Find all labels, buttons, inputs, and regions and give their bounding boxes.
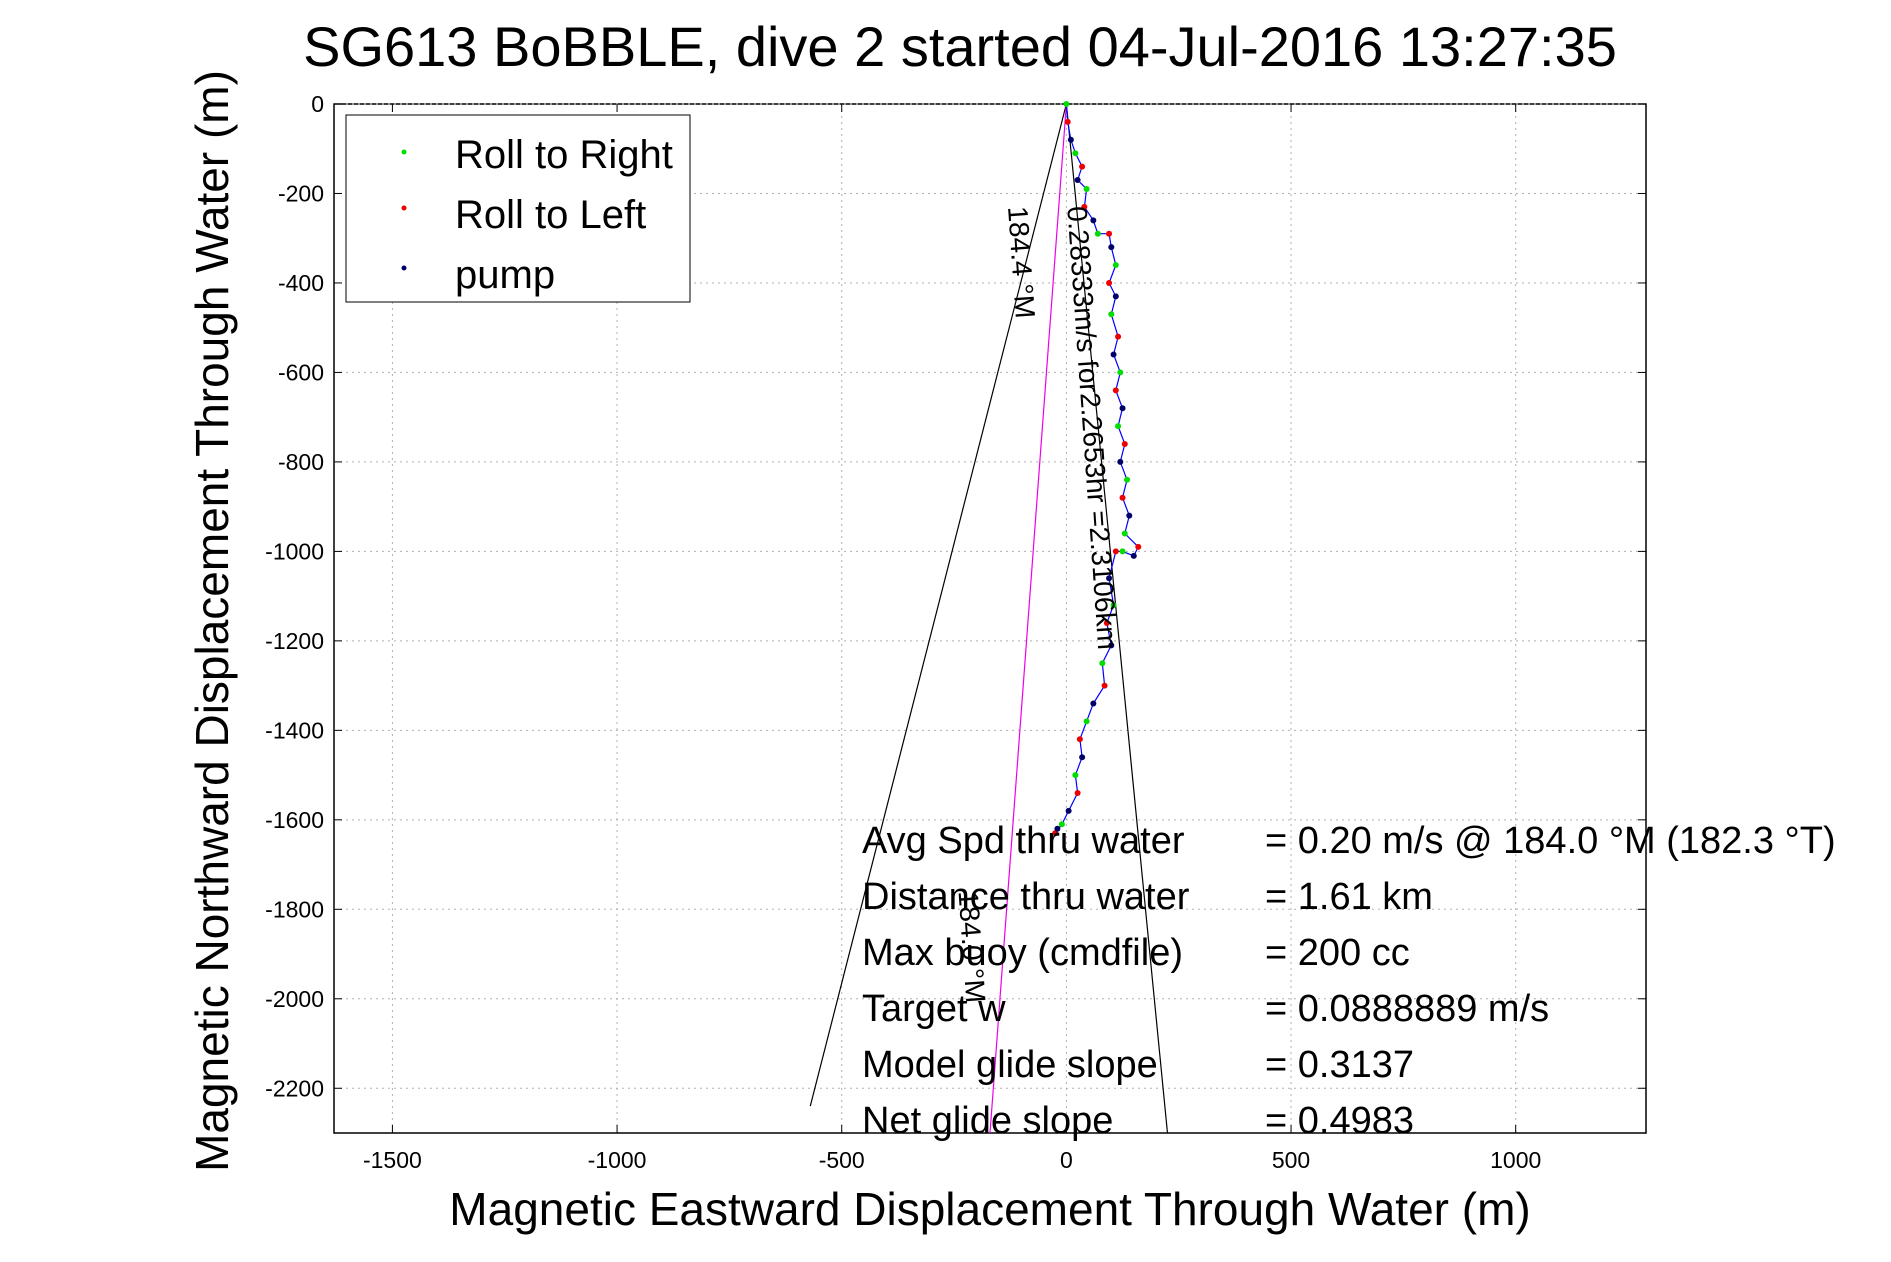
annotation-label: Target w — [862, 988, 1006, 1030]
track-point-roll-left — [1081, 203, 1088, 210]
legend-label-roll-left: Roll to Left — [455, 193, 646, 237]
annotation-label: Avg Spd thru water — [862, 820, 1185, 862]
track-point-pump — [1110, 351, 1117, 358]
chart-title: SG613 BoBBLE, dive 2 started 04-Jul-2016… — [303, 15, 1617, 78]
track-point-roll-right — [1124, 476, 1131, 483]
annotation-value: = 0.0888889 m/s — [1265, 988, 1549, 1030]
track-point-pump — [1117, 458, 1124, 465]
track-point-roll-left — [1101, 682, 1108, 689]
track-point-roll-right — [1119, 548, 1126, 555]
x-axis-label: Magnetic Eastward Displacement Through W… — [449, 1183, 1530, 1235]
track-point-roll-right — [1115, 423, 1122, 430]
legend: Roll to Right Roll to Left pump — [345, 114, 691, 303]
legend-marker-pump — [401, 265, 407, 271]
annotation-label: Model glide slope — [862, 1044, 1158, 1086]
y-tick-label: 0 — [311, 91, 324, 117]
annotations: Avg Spd thru water = 0.20 m/s @ 184.0 °M … — [862, 820, 1836, 1142]
track-point-roll-left — [1115, 333, 1122, 340]
track-point-roll-left — [1052, 830, 1059, 837]
track-point-pump — [1130, 552, 1137, 559]
track-point-roll-right — [1117, 369, 1124, 376]
track-point-roll-left — [1121, 441, 1128, 448]
track-point-roll-left — [1074, 789, 1081, 796]
track-point-roll-right — [1063, 101, 1070, 107]
annotation-label: Distance thru water — [862, 876, 1190, 918]
annotation-value: = 0.4983 — [1265, 1100, 1414, 1142]
annotation-label: Max buoy (cmdfile) — [862, 932, 1183, 974]
track-point-roll-left — [1112, 387, 1119, 394]
reference-lines — [809, 103, 1169, 1134]
track-point-pump — [1090, 217, 1097, 224]
track-point-roll-right — [1072, 150, 1079, 157]
track-point-roll-left — [1064, 118, 1071, 125]
track-point-pump — [1126, 512, 1133, 519]
reference-line — [1065, 103, 1169, 1134]
track-point-roll-right — [1094, 230, 1101, 237]
x-tick-label: 0 — [1060, 1147, 1073, 1173]
annotation-value: = 0.3137 — [1265, 1044, 1414, 1086]
track-point-pump — [1106, 575, 1113, 582]
track-point-roll-left — [1112, 548, 1119, 555]
track-point-pump — [1108, 244, 1115, 251]
x-axis-ticks: -1500 -1000 -500 0 500 1000 — [363, 104, 1541, 1173]
track-point-roll-right — [1112, 262, 1119, 269]
track-point-roll-left — [1106, 279, 1113, 286]
track-point-roll-right — [1072, 772, 1079, 779]
y-tick-label: -1000 — [265, 538, 324, 564]
track-point-roll-right — [1083, 718, 1090, 725]
legend-marker-roll-right — [401, 149, 407, 155]
y-tick-label: -2200 — [265, 1075, 324, 1101]
track-point-roll-right — [1083, 186, 1090, 193]
track-point-roll-right — [1108, 311, 1115, 318]
y-tick-label: -400 — [278, 270, 324, 296]
track-point-roll-left — [1079, 163, 1086, 170]
track-point-pump — [1119, 405, 1126, 412]
y-axis-label: Magnetic Northward Displacement Through … — [186, 70, 238, 1172]
track-point-roll-left — [1135, 543, 1142, 550]
track-point-pump — [1065, 807, 1072, 814]
track-point-pump — [1074, 177, 1081, 184]
track-point-roll-left — [1076, 736, 1083, 743]
track-point-roll-left — [1106, 230, 1113, 237]
track-point-roll-right — [1121, 530, 1128, 537]
y-axis-ticks: 0 -200 -400 -600 -800 -1000 -1200 -1400 -1600 -18… — [265, 91, 1646, 1101]
legend-label-pump: pump — [455, 253, 555, 297]
annotation-label: Net glide slope — [862, 1100, 1113, 1142]
glider-track — [1052, 101, 1142, 837]
reference-line — [809, 103, 1067, 1107]
y-tick-label: -800 — [278, 449, 324, 475]
track-point-roll-left — [1103, 619, 1110, 626]
legend-marker-roll-left — [401, 205, 407, 211]
x-tick-label: -1500 — [363, 1147, 422, 1173]
x-tick-label: 500 — [1272, 1147, 1310, 1173]
legend-label-roll-right: Roll to Right — [455, 133, 673, 177]
y-tick-label: -200 — [278, 180, 324, 206]
y-tick-label: -1200 — [265, 628, 324, 654]
track-point-roll-left — [1119, 494, 1126, 501]
track-point-roll-right — [1058, 821, 1065, 828]
y-tick-label: -1400 — [265, 717, 324, 743]
reference-line — [989, 103, 1067, 1134]
y-tick-label: -2000 — [265, 986, 324, 1012]
annotation-value: = 0.20 m/s @ 184.0 °M (182.3 °T) — [1265, 820, 1836, 862]
track-point-roll-right — [1110, 602, 1117, 609]
x-tick-label: -1000 — [588, 1147, 647, 1173]
track-point-pump — [1108, 642, 1115, 649]
track-point-pump — [1067, 136, 1074, 143]
annotation-value: = 1.61 km — [1265, 876, 1433, 918]
x-tick-label: 1000 — [1490, 1147, 1541, 1173]
track-point-pump — [1112, 293, 1119, 300]
y-tick-label: -600 — [278, 359, 324, 385]
y-tick-label: -1800 — [265, 896, 324, 922]
track-point-roll-right — [1099, 660, 1106, 667]
track-point-pump — [1054, 825, 1061, 832]
y-tick-label: -1600 — [265, 807, 324, 833]
grid — [334, 103, 1646, 1133]
annotation-value: = 200 cc — [1265, 932, 1410, 974]
track-point-pump — [1090, 700, 1097, 707]
track-point-pump — [1079, 754, 1086, 761]
x-tick-label: -500 — [819, 1147, 865, 1173]
